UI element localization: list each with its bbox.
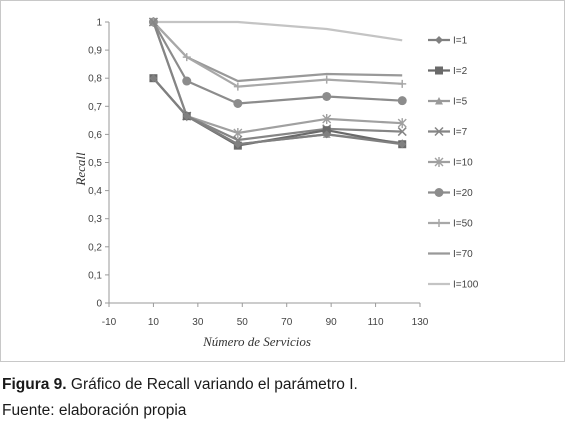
legend-item: I=20	[428, 188, 473, 199]
legend-label: I=20	[453, 188, 473, 199]
data-point	[397, 118, 407, 129]
data-point	[182, 53, 191, 62]
figure-label: Figura 9.	[2, 376, 67, 393]
figure-text: Gráfico de Recall variando el parámetro …	[66, 376, 358, 393]
legend-marker	[434, 188, 444, 197]
legend-label: I=7	[453, 127, 468, 138]
legend-marker	[434, 126, 444, 137]
y-tick-label: 0,6	[88, 130, 102, 141]
data-point	[398, 140, 407, 149]
x-tick-label: -10	[102, 317, 117, 328]
y-tick-label: 1	[96, 18, 102, 29]
series-i2	[149, 74, 407, 150]
data-point	[182, 76, 192, 86]
source-line: Fuente: elaboración propia	[2, 402, 187, 419]
series-i20	[148, 17, 407, 108]
legend-marker	[435, 219, 443, 227]
series-i7	[148, 17, 407, 145]
x-axis-title: Número de Servicios	[202, 334, 311, 349]
data-point	[233, 140, 242, 149]
legend-marker	[435, 36, 443, 44]
series-line	[153, 20, 403, 42]
data-point	[397, 96, 407, 106]
line-chart: 0 0,1 0,2 0,3 0,4 0,5 0,6 0,7 0,8 0,9 1 -10 10 30 50 70…	[73, 17, 479, 349]
data-point	[182, 112, 191, 121]
series-line	[152, 21, 403, 83]
legend-item: I=70	[428, 249, 473, 260]
data-point	[322, 75, 331, 84]
y-tick-label: 0,2	[88, 242, 102, 253]
series-i1	[149, 74, 407, 149]
x-tick-label: 30	[192, 317, 204, 328]
x-tick-label: 90	[326, 317, 338, 328]
legend-label: I=10	[453, 158, 473, 169]
x-tick-label: 70	[281, 317, 293, 328]
y-axis-title: Recall	[73, 152, 88, 187]
y-tick-label: 0,1	[88, 270, 102, 281]
legend-marker	[435, 97, 443, 105]
legend-label: I=50	[453, 219, 473, 230]
data-point	[149, 74, 158, 83]
y-tick-label: 0,5	[88, 158, 102, 169]
caption-line: Figura 9. Gráfico de Recall variando el …	[2, 372, 562, 398]
legend-item: I=10	[428, 157, 473, 169]
legend-label: I=1	[453, 36, 468, 47]
legend-item: I=100	[428, 280, 479, 291]
chart-figure: 0 0,1 0,2 0,3 0,4 0,5 0,6 0,7 0,8 0,9 1 -10 10 30 50 70…	[0, 0, 565, 362]
y-tick-label: 0,7	[88, 102, 102, 113]
legend-item: I=2	[428, 66, 468, 77]
data-point	[233, 127, 243, 138]
legend-item: I=5	[428, 97, 468, 108]
y-tick-label: 0	[96, 299, 102, 310]
y-tick-label: 0,8	[88, 74, 102, 85]
data-point	[322, 113, 332, 124]
legend-label: I=70	[453, 249, 473, 260]
data-point	[398, 79, 407, 88]
data-point	[322, 91, 332, 101]
y-tick-label: 0,4	[88, 186, 102, 197]
legend-label: I=100	[453, 280, 479, 291]
y-tick-label: 0,9	[88, 46, 102, 57]
data-point	[233, 82, 242, 91]
series-i70	[152, 21, 403, 83]
data-point	[397, 127, 407, 137]
x-tick-label: 110	[368, 317, 384, 328]
data-point	[322, 126, 331, 135]
legend-item: I=1	[428, 36, 468, 47]
legend-item: I=50	[428, 219, 473, 230]
data-point	[233, 98, 243, 108]
x-tick-label: 10	[148, 317, 160, 328]
legend-label: I=5	[453, 97, 468, 108]
legend-label: I=2	[453, 66, 468, 77]
figure-caption: Figura 9. Gráfico de Recall variando el …	[2, 372, 562, 424]
x-tick-label: 50	[237, 317, 249, 328]
legend-item: I=7	[428, 126, 468, 138]
data-point	[148, 17, 158, 27]
legend-marker	[435, 66, 443, 75]
x-tick-label: 130	[412, 317, 429, 328]
data-point	[322, 130, 331, 139]
y-tick-label: 0,3	[88, 214, 102, 225]
legend-marker	[434, 157, 444, 167]
series-i100	[153, 20, 403, 42]
